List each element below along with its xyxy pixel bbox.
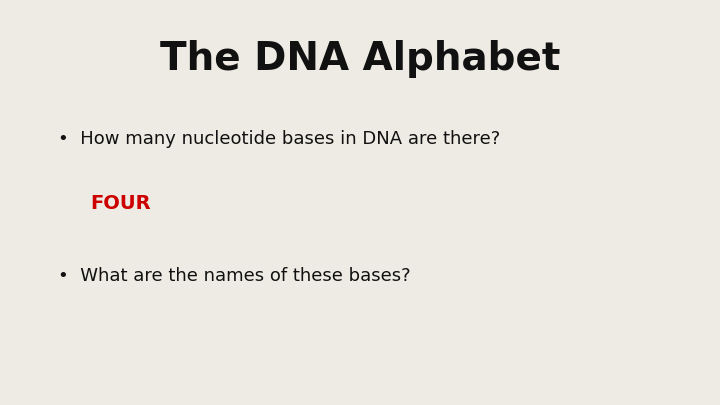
Text: •  How many nucleotide bases in DNA are there?: • How many nucleotide bases in DNA are t… bbox=[58, 130, 500, 147]
Text: The DNA Alphabet: The DNA Alphabet bbox=[160, 40, 560, 79]
Text: •  What are the names of these bases?: • What are the names of these bases? bbox=[58, 267, 410, 285]
Text: FOUR: FOUR bbox=[90, 194, 150, 213]
